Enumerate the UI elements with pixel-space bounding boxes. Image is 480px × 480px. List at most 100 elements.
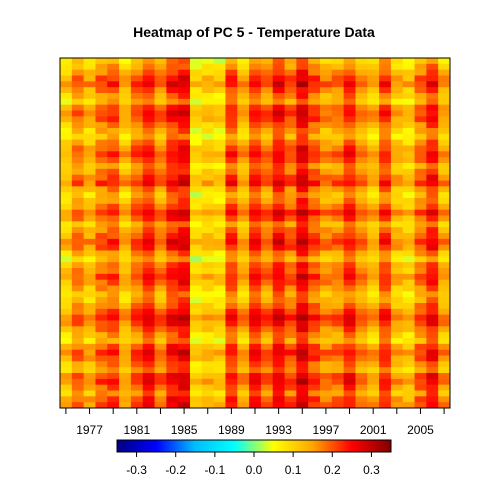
colorbar-tick-label: -0.1: [205, 463, 226, 477]
heatmap-cell: [213, 343, 226, 351]
heatmap-cell: [296, 186, 309, 193]
heatmap-cell: [142, 227, 155, 234]
heatmap-cell: [331, 186, 345, 193]
heatmap-cell: [438, 58, 451, 65]
heatmap-cell: [249, 320, 262, 327]
heatmap-cell: [178, 402, 191, 409]
heatmap-cell: [320, 343, 333, 351]
heatmap-cell: [190, 343, 203, 351]
heatmap-cell: [402, 308, 415, 316]
heatmap-cell: [355, 361, 368, 368]
heatmap-cell: [107, 75, 120, 82]
heatmap-cell: [426, 343, 439, 351]
heatmap-cell: [225, 332, 238, 339]
heatmap-cell: [119, 326, 132, 333]
heatmap-cell: [379, 279, 392, 286]
heatmap-cell: [308, 133, 321, 141]
heatmap-cell: [60, 291, 73, 298]
heatmap-cell: [178, 273, 191, 281]
heatmap-cell: [225, 355, 238, 362]
heatmap-cell: [355, 303, 368, 310]
heatmap-cell: [154, 81, 167, 88]
heatmap-cell: [414, 285, 427, 292]
heatmap-cell: [237, 291, 250, 298]
heatmap-cell: [296, 367, 309, 374]
heatmap-cell: [107, 163, 120, 170]
heatmap-cell: [166, 145, 179, 152]
heatmap-cell: [284, 367, 297, 374]
heatmap-cell: [426, 157, 439, 164]
heatmap-cell: [320, 332, 333, 339]
heatmap-cell: [178, 303, 191, 310]
heatmap-cell: [71, 250, 85, 257]
heatmap-cell: [71, 303, 85, 310]
heatmap-cell: [272, 198, 285, 205]
heatmap-cell: [213, 268, 226, 275]
heatmap-cell: [379, 93, 392, 100]
heatmap-cell: [178, 180, 191, 187]
heatmap-cell: [438, 151, 451, 158]
heatmap-cell: [213, 168, 226, 176]
heatmap-cell: [355, 273, 368, 281]
heatmap-cell: [119, 279, 132, 286]
heatmap-cell: [201, 209, 215, 216]
heatmap-cell: [438, 69, 451, 76]
heatmap-cell: [390, 291, 404, 298]
heatmap-cell: [308, 157, 321, 164]
heatmap-cell: [367, 402, 380, 409]
heatmap-cell: [308, 285, 321, 292]
heatmap-cell: [438, 75, 451, 82]
heatmap-cell: [213, 139, 226, 146]
heatmap-cell: [308, 338, 321, 345]
heatmap-cell: [426, 128, 439, 135]
heatmap-cell: [379, 192, 392, 199]
heatmap-cell: [60, 128, 73, 135]
heatmap-cell: [320, 203, 333, 211]
heatmap-cell: [355, 145, 368, 152]
heatmap-cell: [60, 215, 73, 222]
heatmap-cell: [119, 87, 132, 94]
heatmap-cell: [367, 373, 380, 380]
heatmap-cell: [272, 87, 285, 94]
heatmap-cell: [249, 227, 262, 234]
heatmap-cell: [166, 250, 179, 257]
heatmap-cell: [71, 81, 85, 88]
heatmap-cell: [308, 198, 321, 205]
heatmap-cell: [320, 320, 333, 327]
heatmap-cell: [130, 128, 144, 135]
heatmap-cell: [355, 244, 368, 251]
heatmap-cell: [438, 361, 451, 368]
heatmap-cell: [83, 203, 96, 211]
heatmap-cell: [296, 198, 309, 205]
heatmap-cell: [367, 285, 380, 292]
heatmap-cell: [402, 186, 415, 193]
heatmap-cell: [107, 192, 120, 199]
heatmap-cell: [213, 303, 226, 310]
heatmap-cell: [95, 338, 108, 345]
heatmap-cell: [190, 81, 203, 88]
heatmap-cell: [308, 174, 321, 181]
heatmap-cell: [83, 58, 96, 65]
heatmap-cell: [60, 209, 73, 216]
heatmap-cell: [166, 69, 179, 76]
heatmap-cell: [83, 81, 96, 88]
heatmap-cell: [308, 291, 321, 298]
heatmap-cell: [213, 238, 226, 246]
heatmap-cell: [119, 180, 132, 187]
heatmap-cell: [249, 145, 262, 152]
heatmap-cell: [355, 63, 368, 71]
heatmap-cell: [119, 186, 132, 193]
heatmap-cell: [426, 402, 439, 409]
heatmap-cell: [355, 285, 368, 292]
heatmap-cell: [249, 58, 262, 65]
heatmap-cell: [379, 104, 392, 111]
heatmap-cell: [343, 198, 356, 205]
heatmap-cell: [83, 373, 96, 380]
heatmap-cell: [320, 151, 333, 158]
heatmap-cell: [355, 378, 368, 386]
heatmap-cell: [390, 186, 404, 193]
heatmap-cell: [308, 361, 321, 368]
heatmap-cell: [331, 203, 345, 211]
heatmap-cell: [438, 168, 451, 176]
